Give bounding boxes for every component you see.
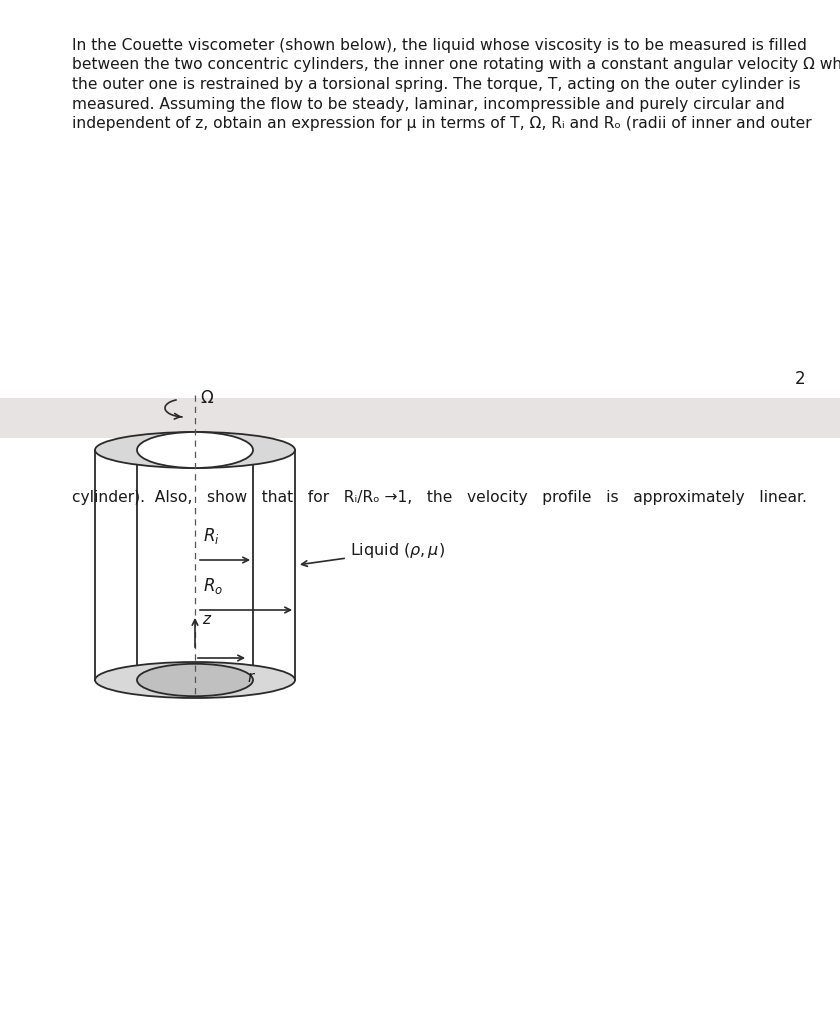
Text: Liquid $(\rho, \mu)$: Liquid $(\rho, \mu)$ — [350, 541, 445, 559]
Text: $R_o$: $R_o$ — [203, 575, 223, 596]
Bar — [0, 398, 840, 438]
Text: In the Couette viscometer (shown below), the liquid whose viscosity is to be mea: In the Couette viscometer (shown below),… — [72, 38, 807, 53]
Text: measured. Assuming the flow to be steady, laminar, incompressible and purely cir: measured. Assuming the flow to be steady… — [72, 96, 785, 112]
Ellipse shape — [137, 432, 253, 468]
Text: the outer one is restrained by a torsional spring. The torque, T, acting on the : the outer one is restrained by a torsion… — [72, 77, 801, 92]
Text: cylinder).  Also,   show   that   for   Rᵢ/Rₒ →1,   the   velocity   profile   i: cylinder). Also, show that for Rᵢ/Rₒ →1,… — [72, 490, 807, 505]
Ellipse shape — [95, 662, 295, 698]
Text: $R_i$: $R_i$ — [203, 526, 220, 546]
Ellipse shape — [137, 664, 253, 696]
Ellipse shape — [95, 432, 295, 468]
Text: 2: 2 — [795, 370, 806, 388]
Text: z: z — [202, 612, 210, 628]
Text: r: r — [248, 670, 255, 685]
Text: $\Omega$: $\Omega$ — [200, 389, 214, 407]
Text: between the two concentric cylinders, the inner one rotating with a constant ang: between the two concentric cylinders, th… — [72, 57, 840, 73]
Text: independent of z, obtain an expression for μ in terms of T, Ω, Rᵢ and Rₒ (radii : independent of z, obtain an expression f… — [72, 116, 811, 131]
